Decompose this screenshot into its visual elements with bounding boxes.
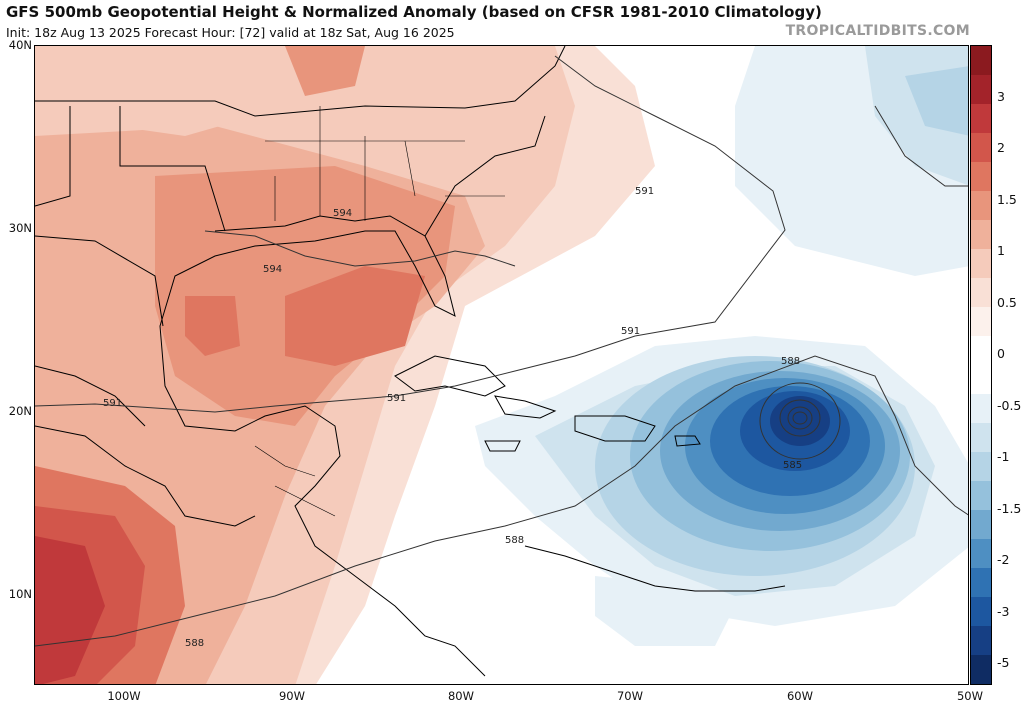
colorbar-label: 2 [997, 140, 1005, 155]
contour-label: 591 [103, 398, 122, 409]
colorbar-segment [971, 104, 991, 133]
contour-label: 588 [185, 638, 204, 649]
colorbar-label: -0.5 [997, 398, 1022, 413]
colorbar-segment [971, 75, 991, 104]
colorbar-segment [971, 278, 991, 307]
contour-label: 594 [263, 264, 282, 275]
colorbar-label: 1.5 [997, 192, 1017, 207]
contour-label: 585 [783, 460, 802, 471]
colorbar-segment [971, 655, 991, 684]
map-canvas: 591 594 594 591 591 591 588 585 588 588 [35, 46, 968, 684]
colorbar-segment [971, 162, 991, 191]
political-borders [254, 106, 505, 517]
lat-label-40n: 40N [8, 38, 32, 52]
lon-label-60w: 60W [786, 689, 813, 703]
contour-label: 591 [387, 393, 406, 404]
colorbar-label: 3 [997, 89, 1005, 104]
colorbar-segment [971, 336, 991, 365]
colorbar-label: -5 [997, 655, 1010, 670]
lat-label-20n: 20N [8, 404, 32, 418]
colorbar-segment [971, 220, 991, 249]
warm-anomaly-field [35, 46, 655, 684]
site-watermark: TROPICALTIDBITS.COM [785, 23, 970, 39]
lon-label-90w: 90W [278, 689, 305, 703]
colorbar-label: -3 [997, 604, 1010, 619]
colorbar-segment [971, 452, 991, 481]
contour-label: 591 [621, 326, 640, 337]
colorbar-segment [971, 365, 991, 394]
colorbar-segment [971, 626, 991, 655]
land-outlines [35, 46, 786, 677]
colorbar-label: -1 [997, 449, 1010, 464]
colorbar-segment [971, 510, 991, 539]
contour-label: 591 [635, 186, 654, 197]
colorbar-label: -1.5 [997, 501, 1022, 516]
map-panel: 591 594 594 591 591 591 588 585 588 588 [34, 45, 969, 685]
colorbar-segment [971, 46, 991, 75]
anomaly-colorbar [970, 45, 992, 685]
colorbar-segment [971, 249, 991, 278]
map-subtitle: Init: 18z Aug 13 2025 Forecast Hour: [72… [6, 25, 455, 40]
colorbar-segment [971, 539, 991, 568]
lat-label-30n: 30N [8, 221, 32, 235]
lon-label-50w: 50W [956, 689, 983, 703]
lat-label-10n: 10N [8, 587, 32, 601]
contour-label: 588 [781, 356, 800, 367]
lon-label-100w: 100W [107, 689, 141, 703]
lon-label-80w: 80W [447, 689, 474, 703]
height-contours [35, 55, 968, 647]
colorbar-segment [971, 191, 991, 220]
contour-label: 588 [505, 535, 524, 546]
colorbar-label: 0.5 [997, 295, 1017, 310]
colorbar-label: -2 [997, 552, 1010, 567]
lon-label-70w: 70W [616, 689, 643, 703]
colorbar-segment [971, 568, 991, 597]
colorbar-label: 0 [997, 346, 1005, 361]
colorbar-segment [971, 597, 991, 626]
cool-anomaly-field [475, 46, 968, 646]
colorbar-segment [971, 307, 991, 336]
colorbar-segment [971, 133, 991, 162]
contour-label: 594 [333, 208, 352, 219]
colorbar-segment [971, 481, 991, 510]
colorbar-segment [971, 394, 991, 423]
colorbar-label: 1 [997, 243, 1005, 258]
map-title: GFS 500mb Geopotential Height & Normaliz… [6, 3, 822, 21]
colorbar-segment [971, 423, 991, 452]
